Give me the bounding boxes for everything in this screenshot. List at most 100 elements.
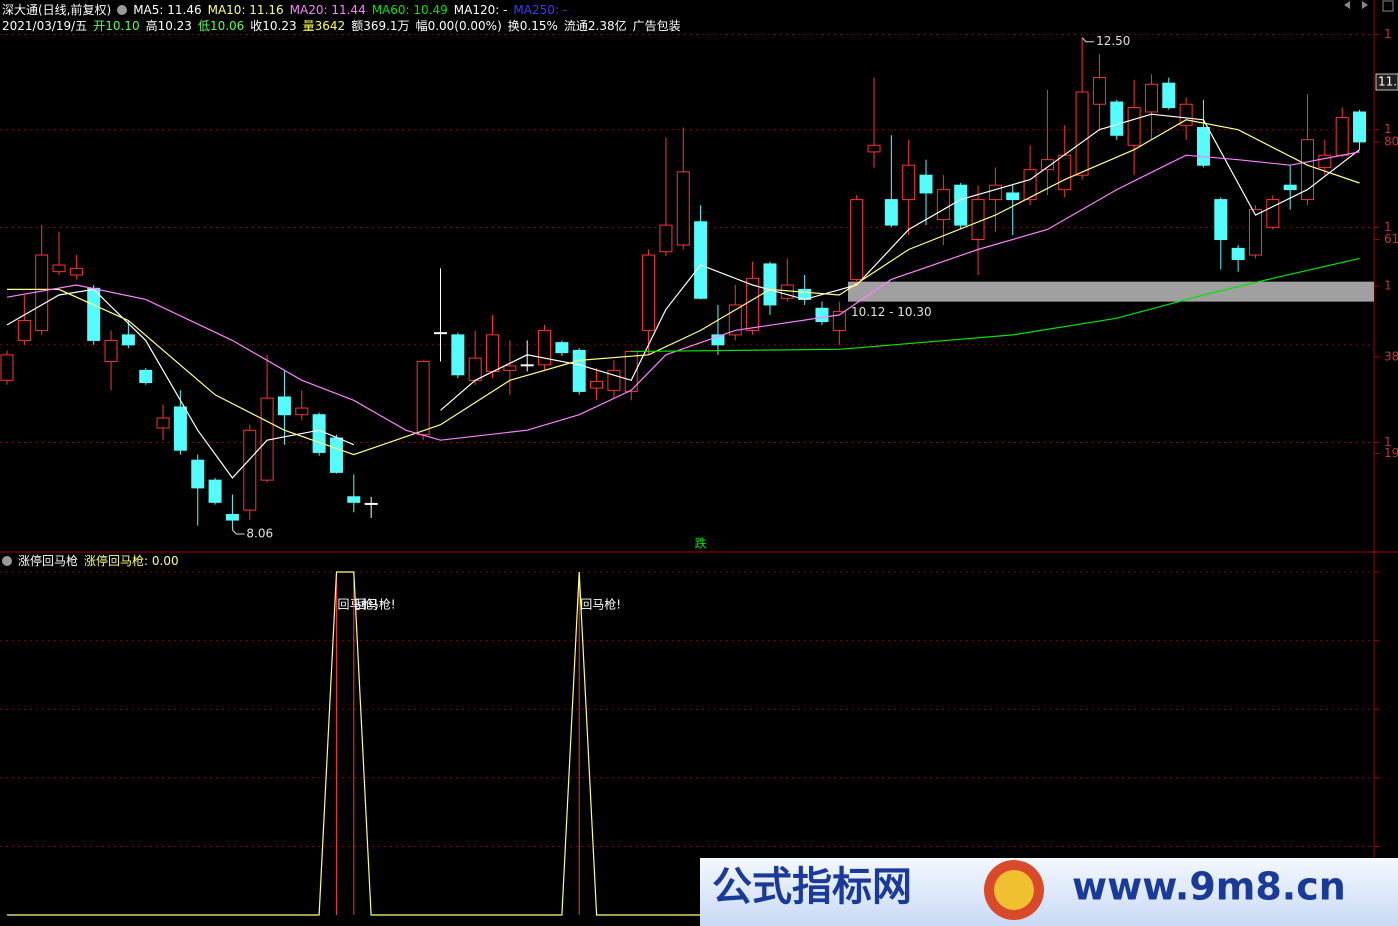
y-tick-label: 1 <box>1384 27 1392 41</box>
watermark-logo-inner <box>994 870 1034 910</box>
candle-body <box>711 334 725 346</box>
candle-body <box>329 437 343 473</box>
candle-body <box>208 479 222 503</box>
candle-body <box>503 365 517 371</box>
y-tick-label: 61 <box>1384 232 1398 246</box>
candle-body <box>0 354 14 381</box>
candle-body <box>1144 83 1158 113</box>
candle-body <box>1110 101 1124 136</box>
candle-body <box>642 254 656 331</box>
header-legend: 深大通(日线,前复权) MA5: 11.46 MA10: 11.16 MA20: 11… <box>2 2 567 18</box>
legend-entry: MA120: - <box>453 3 508 17</box>
series-line <box>6 113 1360 479</box>
candle-body <box>988 184 1002 201</box>
chart-title: 涨停回马枪 <box>18 554 79 568</box>
legend-entry: MA20: 11.44 <box>289 3 366 17</box>
candle-body <box>694 221 708 299</box>
candle-body <box>538 329 552 366</box>
info-item: 广告包装 <box>632 19 681 33</box>
nav-right[interactable] <box>1362 1 1368 9</box>
watermark-title: 公式指标网 <box>712 864 912 910</box>
candle-body <box>555 342 569 354</box>
legend-entry: MA250: - <box>513 3 568 17</box>
candle-body <box>468 357 482 381</box>
annotation-hook <box>1081 37 1095 43</box>
info-item: 换0.15% <box>507 19 558 33</box>
candle-body <box>277 396 291 416</box>
candle-body <box>1353 111 1367 143</box>
candle-body <box>936 189 950 221</box>
info-item: 幅0.00(0.00%) <box>415 19 502 33</box>
candle-body <box>1301 139 1314 201</box>
watermark-box <box>700 858 1398 926</box>
info-item: 额369.1万 <box>351 19 410 33</box>
candle-body <box>1006 192 1020 201</box>
candle-body <box>225 514 239 521</box>
candle-body <box>364 502 378 505</box>
candle-body <box>121 334 135 346</box>
candle-body <box>1075 91 1089 176</box>
candle-body <box>902 164 916 201</box>
candle-body <box>1318 154 1332 168</box>
candle-body <box>954 184 968 226</box>
menu-icon[interactable] <box>117 5 128 15</box>
signal-label: 回马枪! <box>355 597 396 612</box>
annotation-label: 8.06 <box>246 527 273 541</box>
candle-body <box>676 171 690 246</box>
info-item: 开10.10 <box>93 19 140 33</box>
candle-body <box>832 311 846 331</box>
info-item: 高10.23 <box>145 19 192 33</box>
candle-body <box>1127 107 1141 146</box>
header-info: 2021/03/19/五 开10.10 高10.23 低10.06 收10.23 量364… <box>2 18 681 34</box>
candle-body <box>434 332 447 335</box>
candle-body <box>52 264 66 273</box>
price-zone <box>847 281 1374 302</box>
legend-entry: 涨停回马枪: 0.00 <box>84 554 179 568</box>
price-tag-box <box>1375 73 1398 91</box>
candle-body <box>728 304 742 336</box>
series-line <box>6 151 1360 441</box>
watermark-url: www.9m8.cn <box>1072 865 1346 909</box>
nav-left[interactable] <box>1344 1 1350 9</box>
info-item: 2021/03/19/五 <box>2 19 88 33</box>
candle-body <box>486 334 500 372</box>
candle-body <box>1162 82 1176 109</box>
candle-body <box>850 199 864 280</box>
signal-marker: 跌 <box>695 536 707 551</box>
candle-body <box>607 369 621 391</box>
candle-body <box>1283 184 1297 191</box>
annotation-hook <box>232 529 245 535</box>
candle-body <box>69 267 83 276</box>
series-line <box>631 257 1360 353</box>
y-tick-label: 38 <box>1384 350 1398 364</box>
legend-entry: MA10: 11.16 <box>207 3 284 17</box>
y-tick-label: 1 <box>1384 435 1392 449</box>
indicator-header: 涨停回马枪 涨停回马枪: 0.00 <box>2 553 179 569</box>
nav-box[interactable] <box>1382 0 1394 12</box>
signal-label: 回马枪! <box>580 597 621 612</box>
candle-body <box>763 263 777 306</box>
candle-body <box>919 174 933 194</box>
candle-body <box>312 414 326 453</box>
candle-body <box>746 277 760 331</box>
candle-body <box>1335 117 1349 156</box>
candle-body <box>347 496 361 503</box>
candle-body <box>520 364 534 367</box>
candle-body <box>156 417 170 429</box>
candle-body <box>971 199 985 241</box>
y-tick-label: 1 <box>1384 122 1392 136</box>
candle-body <box>139 369 153 384</box>
candle-body <box>191 459 205 489</box>
candle-body <box>659 224 673 253</box>
candle-body <box>416 360 430 436</box>
candle-body <box>884 199 898 226</box>
candle-body <box>295 407 309 416</box>
info-item: 收10.23 <box>250 19 297 33</box>
menu-icon[interactable] <box>2 556 12 566</box>
candle-body <box>17 319 31 341</box>
candle-body <box>87 287 101 341</box>
candle-body <box>590 380 604 389</box>
candle-body <box>815 307 829 323</box>
